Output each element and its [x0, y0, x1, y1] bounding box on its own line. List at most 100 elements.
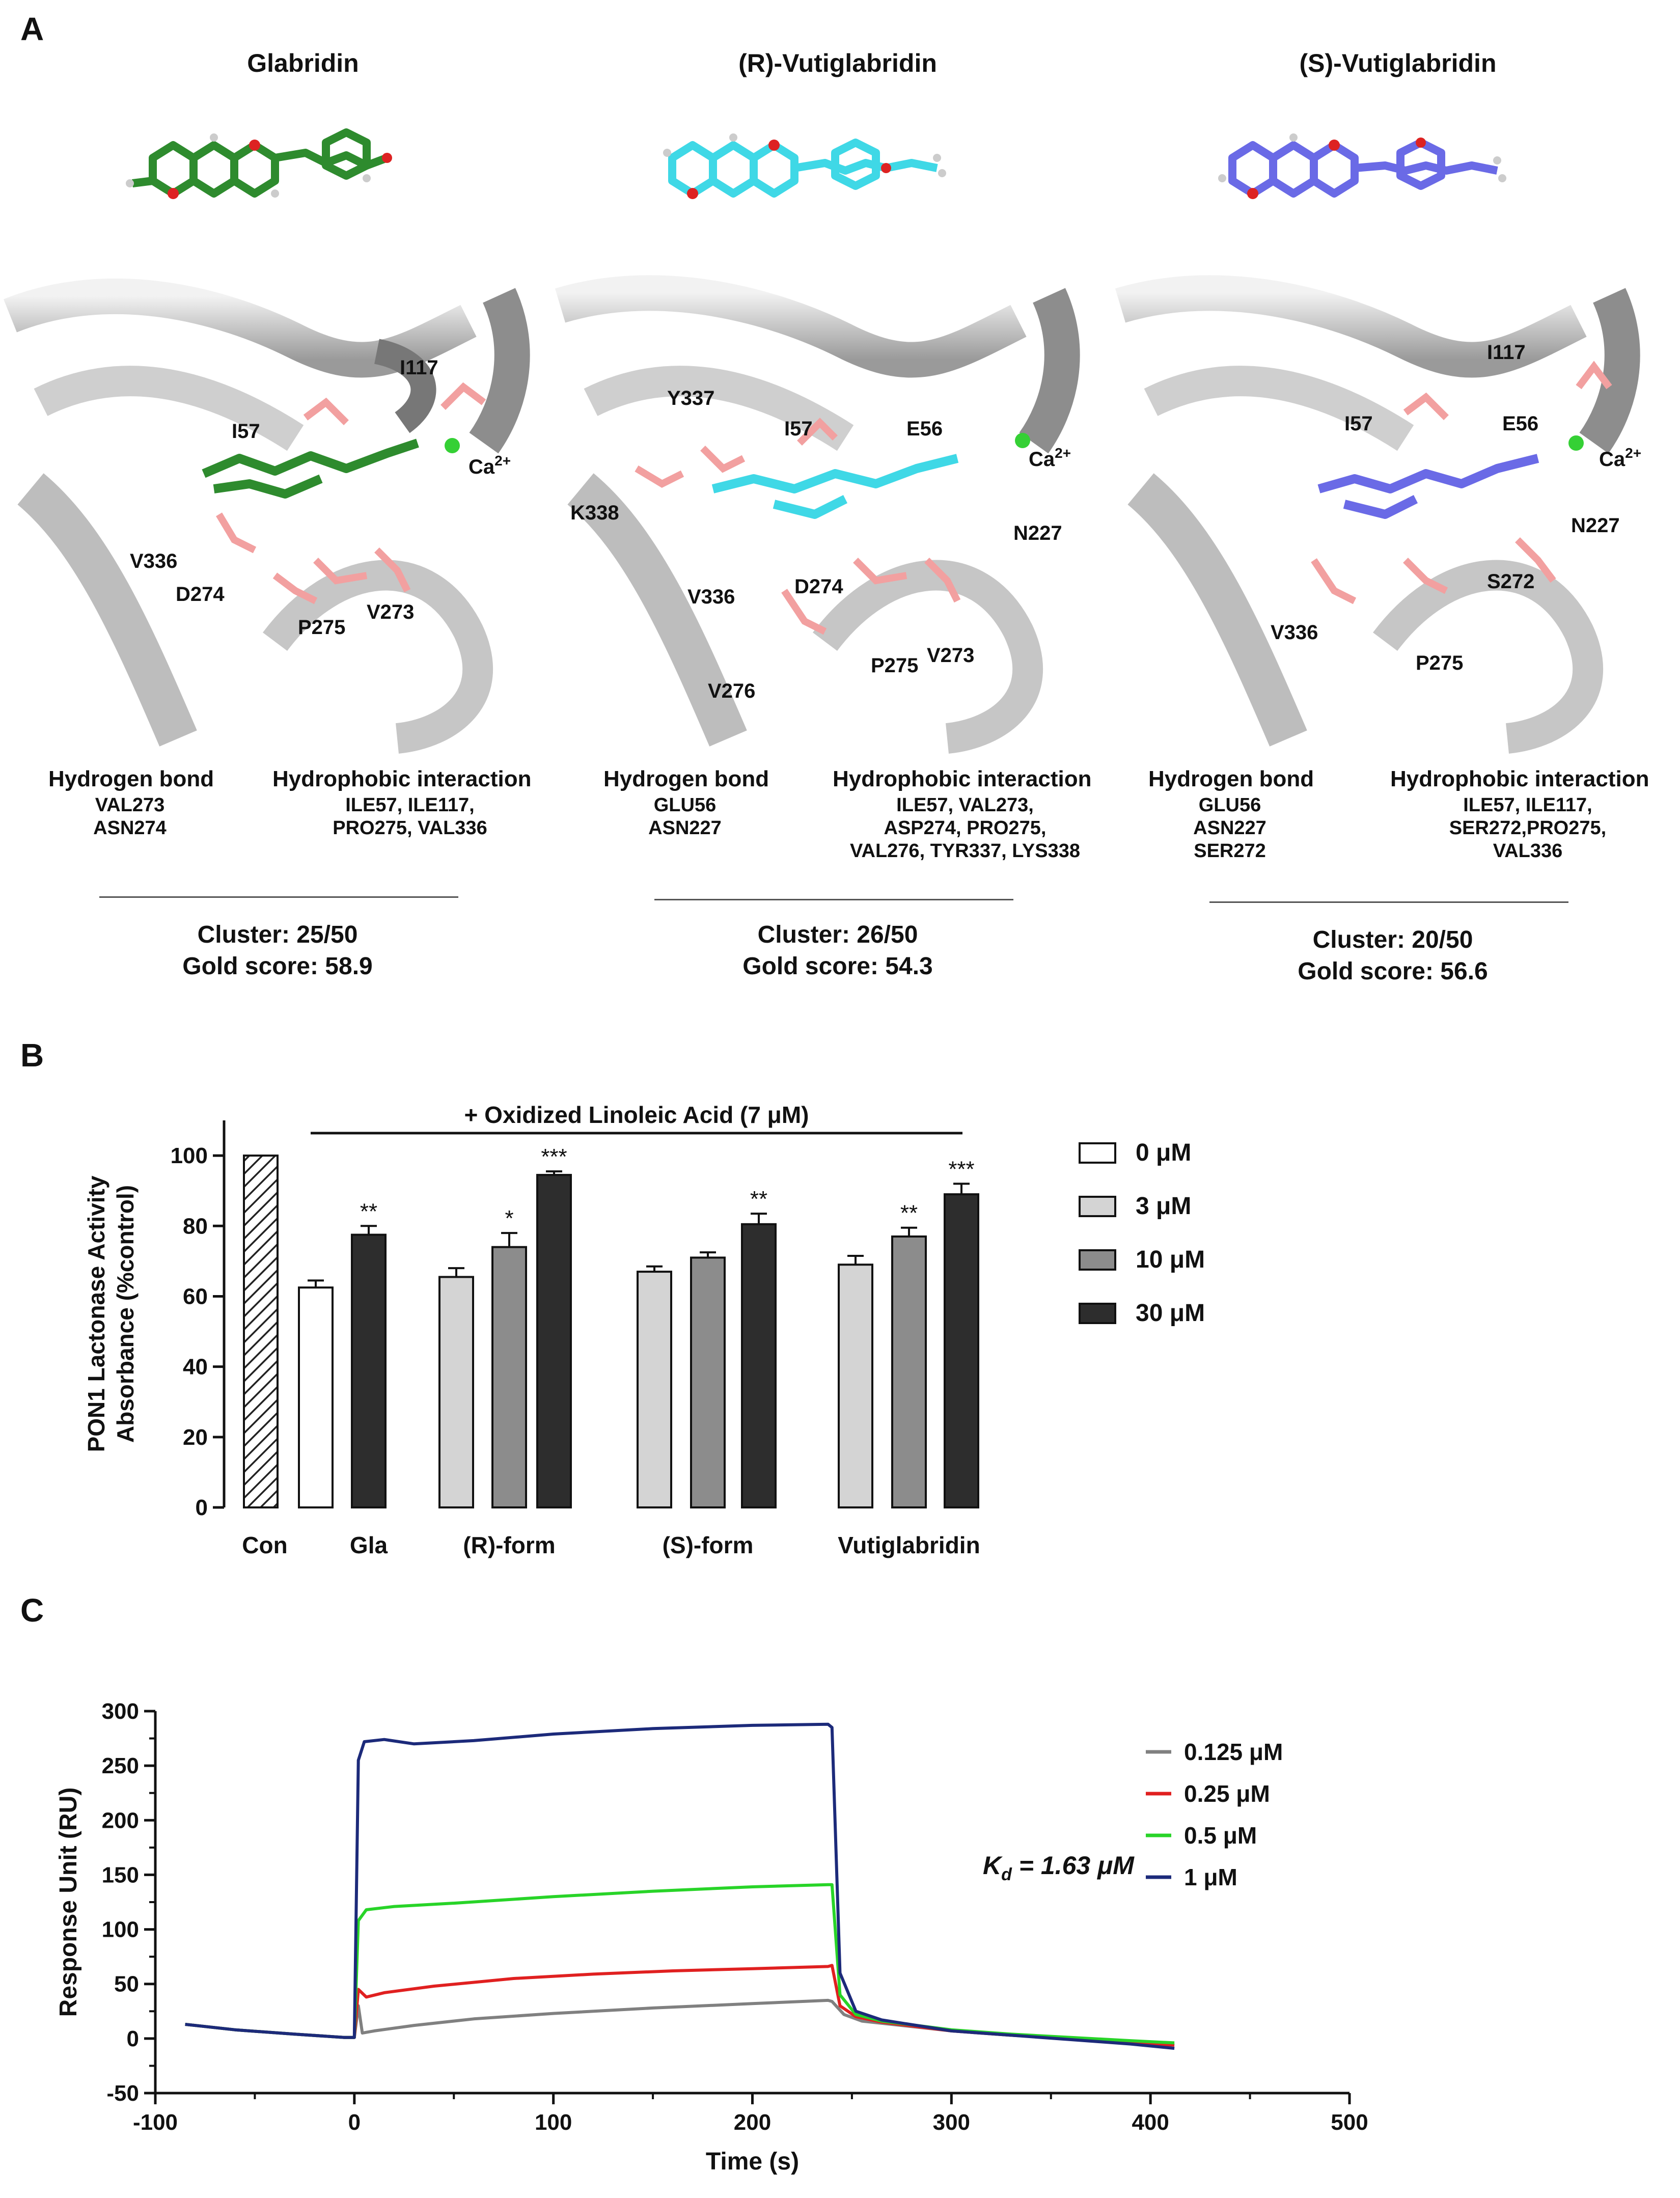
y-tick-label: 40 — [183, 1355, 208, 1380]
docking-illustrations: I117 I57 Ca2+ V336 D274 P275 V273 Y337 I… — [4, 128, 1660, 754]
hydro-line: VAL276, TYR337, LYS338 — [849, 840, 1081, 862]
x-group-label: (R)-form — [463, 1532, 555, 1558]
panel-a-title-r-vutiglabridin: (R)-Vutiglabridin — [738, 49, 937, 77]
y-axis-label: Response Unit (RU) — [55, 1788, 82, 2017]
significance-label: *** — [948, 1157, 974, 1182]
hbond-line: ASN227 — [648, 817, 722, 839]
legend-swatch — [1079, 1249, 1116, 1271]
hydro-line: PRO275, VAL336 — [333, 817, 487, 839]
residue-label: V336 — [687, 586, 735, 608]
series-line — [185, 1998, 1175, 2047]
significance-label: ** — [750, 1187, 767, 1212]
y-axis-label-line1: PON1 Lactonase Activity — [83, 1175, 109, 1452]
residue-label: I57 — [1344, 413, 1373, 435]
bar — [891, 1235, 927, 1508]
cluster-r: Cluster: 26/50 — [757, 921, 918, 948]
y-tick-label: -50 — [106, 2081, 139, 2106]
panel-a-title-s-vutiglabridin: (S)-Vutiglabridin — [1299, 49, 1497, 77]
hydro-line: ILE57, VAL273, — [896, 794, 1034, 816]
significance-label: ** — [900, 1201, 918, 1226]
bar — [944, 1193, 979, 1509]
spr-sensorgram-chart: -50 0 50 100 150 200 250 300 -100 0 100 200 300 400 50… — [55, 1699, 1368, 2175]
hydro-heading-r: Hydrophobic interaction — [833, 766, 1092, 791]
hydro-heading-s: Hydrophobic interaction — [1390, 766, 1649, 791]
y-axis-label-line2: Absorbance (%control) — [112, 1185, 139, 1443]
bar — [298, 1286, 334, 1508]
legend-label: 0.125 μM — [1184, 1739, 1283, 1765]
hydro-line: ILE57, ILE117, — [1463, 794, 1592, 816]
residue-label: P275 — [298, 616, 345, 639]
hydro-line: ASP274, PRO275, — [884, 817, 1046, 839]
bar — [741, 1223, 777, 1508]
x-group-label: Con — [242, 1532, 287, 1558]
residue-label: V336 — [130, 550, 177, 572]
residue-label: P275 — [871, 654, 918, 677]
bar — [838, 1263, 873, 1508]
hbond-line: ASN227 — [1193, 817, 1266, 839]
legend-label: 1 μM — [1184, 1864, 1237, 1890]
y-tick-label: 0 — [127, 2026, 139, 2051]
residue-label: E56 — [1502, 413, 1538, 435]
panel-b-letter: B — [20, 1037, 44, 1074]
residue-label: D274 — [794, 575, 843, 598]
x-tick-label: 200 — [734, 2110, 771, 2135]
y-tick-label: 60 — [183, 1284, 208, 1309]
s-vutiglabridin-molecule — [1218, 133, 1506, 199]
hydro-line: VAL336 — [1493, 840, 1563, 862]
hbond-line: SER272 — [1194, 840, 1266, 862]
x-group-label: (S)-form — [663, 1532, 754, 1558]
residue-label: I57 — [232, 420, 260, 443]
residue-label: Ca2+ — [1029, 445, 1071, 471]
y-tick-label: 300 — [102, 1699, 139, 1724]
panel-a-title-glabridin: Glabridin — [247, 49, 359, 77]
panel-a-letter: A — [20, 11, 44, 47]
bar — [243, 1155, 279, 1509]
hbond-line: VAL273 — [95, 794, 165, 816]
legend-swatch — [1079, 1303, 1116, 1324]
y-tick-label: 200 — [102, 1808, 139, 1833]
y-tick-label: 150 — [102, 1862, 139, 1887]
panel-c-letter: C — [20, 1592, 44, 1629]
x-tick-label: 500 — [1331, 2110, 1368, 2135]
x-tick-label: 400 — [1132, 2110, 1169, 2135]
gold-score-glabridin: Gold score: 58.9 — [182, 953, 373, 980]
hbond-line: ASN274 — [93, 817, 167, 839]
y-tick-label: 0 — [196, 1495, 208, 1520]
series-line — [185, 1722, 1175, 2050]
x-group-label: Gla — [350, 1532, 388, 1558]
gold-score-r: Gold score: 54.3 — [742, 953, 933, 980]
hbond-heading-r: Hydrogen bond — [603, 766, 769, 791]
x-tick-label: -100 — [133, 2110, 178, 2135]
bar — [438, 1276, 474, 1508]
hbond-line: GLU56 — [1198, 794, 1261, 816]
series-line — [185, 1883, 1175, 2045]
docking-render-r-vutiglabridin — [555, 275, 1100, 754]
legend-label: 0.5 μM — [1184, 1822, 1257, 1849]
bar — [491, 1246, 527, 1508]
bar — [637, 1271, 672, 1508]
residue-label: I117 — [400, 356, 438, 379]
residue-label: V273 — [927, 644, 974, 667]
significance-label: * — [505, 1206, 513, 1231]
legend-label: 30 μM — [1136, 1300, 1205, 1327]
legend-label: 3 μM — [1136, 1193, 1191, 1220]
residue-label: V336 — [1271, 621, 1318, 644]
residue-label: V276 — [708, 680, 755, 702]
divider — [1209, 901, 1568, 903]
divider — [654, 899, 1013, 900]
hbond-heading-s: Hydrogen bond — [1148, 766, 1314, 791]
x-axis-label: Time (s) — [706, 2148, 799, 2175]
docking-render-glabridin — [4, 275, 550, 754]
significance-label: *** — [541, 1144, 567, 1169]
hydro-line: ILE57, ILE117, — [345, 794, 475, 816]
divider — [99, 896, 458, 898]
r-vutiglabridin-molecule — [663, 133, 946, 199]
kd-annotation: Kd = 1.63 μM — [983, 1851, 1135, 1884]
x-tick-label: 100 — [535, 2110, 572, 2135]
y-tick-label: 20 — [183, 1425, 208, 1450]
residue-label: I117 — [1487, 341, 1526, 364]
residue-label: K338 — [570, 502, 619, 524]
residue-label: Ca2+ — [1599, 445, 1641, 471]
x-tick-label: 300 — [933, 2110, 970, 2135]
